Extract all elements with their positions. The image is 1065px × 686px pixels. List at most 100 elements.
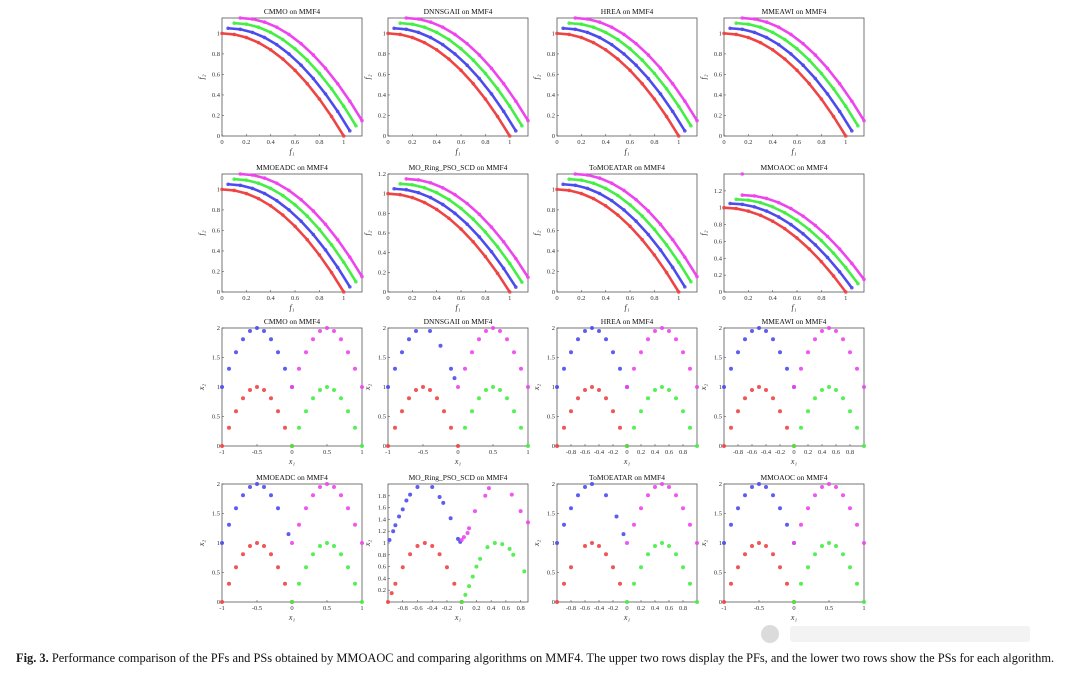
data-point	[360, 444, 364, 448]
x-axis-label: f₁	[791, 147, 796, 156]
data-point	[256, 25, 261, 30]
x-tick-label: 0	[220, 139, 223, 146]
y-axis-label: f₂	[363, 74, 372, 79]
data-point	[483, 254, 488, 259]
data-point	[404, 16, 409, 20]
data-point	[660, 385, 664, 389]
data-point	[597, 176, 602, 180]
data-point	[728, 201, 732, 206]
data-point	[722, 385, 726, 389]
y-tick-label: 0.5	[212, 414, 220, 421]
subplot: -1 -0.5 0 0.5 1 0 0.5 1 1.5 2 MMOEADC on MMF4 x₁ x₂	[197, 473, 364, 622]
data-point	[323, 222, 328, 227]
data-point	[688, 581, 692, 586]
data-point	[501, 240, 506, 244]
y-tick-label: 0	[217, 289, 220, 296]
x-tick-label: 0.6	[665, 449, 674, 456]
data-point	[831, 87, 836, 91]
data-point	[491, 326, 495, 330]
data-point	[514, 256, 518, 261]
data-point	[281, 57, 285, 61]
x-tick-label: 0.2	[637, 449, 645, 456]
data-point	[323, 248, 328, 252]
data-point	[628, 46, 632, 51]
data-point	[628, 202, 632, 207]
data-point	[398, 192, 402, 197]
subplot-title: MMEAWI on MMF4	[762, 317, 827, 326]
data-point	[764, 543, 768, 548]
y-tick-label: 0.4	[378, 250, 387, 257]
x-tick-label: 0.2	[804, 449, 812, 456]
data-point	[795, 218, 799, 223]
x-tick-label: 0.8	[650, 295, 658, 302]
data-point	[604, 396, 608, 401]
y-tick-label: 1	[552, 186, 555, 193]
data-point	[440, 185, 445, 190]
data-point	[341, 290, 346, 294]
y-tick-label: 1	[217, 186, 220, 193]
data-point	[695, 118, 699, 123]
data-point	[722, 205, 726, 210]
data-point	[740, 193, 745, 197]
data-point	[722, 600, 726, 604]
data-point	[862, 277, 866, 282]
data-point	[806, 565, 810, 570]
data-point	[447, 216, 451, 221]
subplot-title: ToMOEATAR on MMF4	[589, 163, 665, 172]
data-point	[507, 261, 512, 266]
data-point	[604, 552, 608, 557]
data-point	[393, 425, 397, 430]
data-point	[764, 196, 769, 201]
data-point	[801, 41, 805, 46]
data-point	[459, 68, 463, 73]
data-point	[276, 409, 280, 414]
data-point	[404, 187, 409, 192]
x-tick-label: 0	[290, 605, 293, 612]
data-point	[831, 251, 836, 256]
data-point	[477, 337, 481, 342]
data-point	[299, 63, 303, 67]
x-tick-label: 1	[526, 449, 529, 456]
data-point	[609, 198, 614, 203]
data-point	[855, 522, 859, 527]
data-point	[850, 129, 854, 133]
y-tick-label: 0.5	[547, 570, 555, 577]
data-point	[329, 270, 334, 275]
data-point	[646, 493, 650, 498]
data-point	[441, 500, 446, 505]
data-point	[463, 592, 468, 597]
data-point	[795, 68, 799, 73]
data-point	[862, 385, 866, 389]
data-point	[501, 109, 506, 114]
data-point	[434, 30, 439, 35]
data-point	[512, 350, 516, 355]
data-point	[789, 32, 793, 37]
data-point	[576, 493, 580, 498]
data-point	[799, 425, 803, 430]
subplot: -1 -0.5 0 0.5 1 0 0.5 1 1.5 2 DNNSGAII on MMF4 x₁ x₂	[363, 317, 530, 466]
x-axis-label: f₁	[455, 303, 460, 312]
data-point	[459, 227, 463, 231]
data-point	[234, 506, 238, 511]
x-tick-label: 0.4	[602, 139, 611, 146]
data-point	[507, 104, 512, 109]
data-point	[514, 99, 518, 103]
data-point	[526, 275, 530, 280]
x-tick-label: 0.8	[315, 295, 323, 302]
data-point	[834, 543, 838, 548]
data-point	[416, 178, 421, 182]
data-point	[728, 26, 732, 31]
data-point	[750, 543, 754, 548]
data-point	[799, 522, 803, 527]
data-point	[335, 109, 340, 114]
x-tick-label: 0.6	[626, 139, 635, 146]
x-tick-label: -1	[219, 449, 224, 456]
data-point	[658, 66, 663, 71]
data-point	[734, 197, 738, 202]
subplot-title: CMMO on MMF4	[264, 7, 321, 16]
data-point	[256, 40, 261, 45]
data-point	[597, 191, 602, 196]
y-tick-label: 0.8	[714, 51, 722, 58]
data-point	[400, 409, 404, 414]
x-tick-label: 0.5	[323, 605, 331, 612]
